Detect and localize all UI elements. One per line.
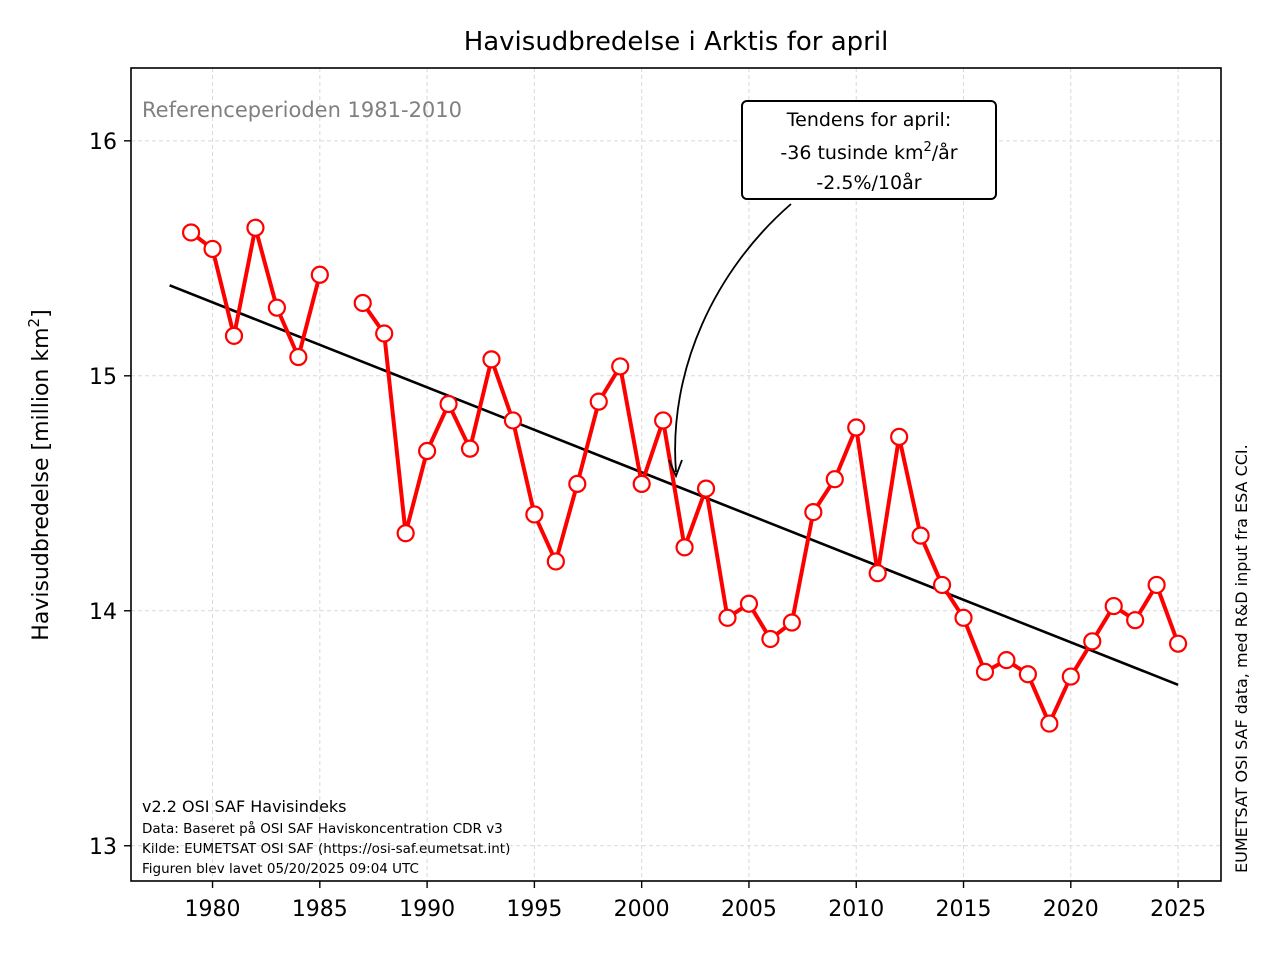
data-point: [353, 293, 372, 313]
data-point: [482, 350, 501, 369]
y-axis-label-sup: 2: [25, 318, 43, 328]
data-point: [418, 441, 437, 461]
data-point: [954, 608, 973, 627]
y-tick-label: 15: [89, 365, 117, 390]
y-tick-label: 14: [89, 600, 117, 625]
x-tick-label: 1995: [506, 897, 562, 922]
data-point: [911, 526, 930, 545]
data-point: [289, 347, 308, 367]
y-axis: 13 14 15 16: [89, 130, 131, 860]
data-point: [396, 524, 415, 543]
data-point: [718, 608, 737, 627]
reference-period-label: Referenceperioden 1981-2010: [142, 98, 462, 122]
data-point: [375, 324, 394, 343]
y-tick-label: 13: [89, 835, 117, 860]
data-point: [1083, 632, 1102, 651]
data-point: [611, 357, 630, 376]
x-tick-label: 2005: [721, 897, 777, 922]
plot-frame: [130, 67, 1222, 882]
trend-arrow-head: [668, 459, 683, 479]
x-tick-label: 2025: [1150, 897, 1206, 922]
x-tick-label: 1990: [399, 897, 455, 922]
data-point: [267, 298, 287, 317]
data-point: [696, 479, 716, 498]
x-tick-label: 2015: [936, 897, 992, 922]
data-point: [932, 575, 952, 595]
y-axis-label: Havisudbredelse [million km2]: [25, 309, 54, 640]
x-tick-label: 2010: [828, 897, 884, 922]
x-tick-label: 2000: [614, 897, 670, 922]
trend-box: [741, 100, 997, 200]
data-point: [439, 394, 458, 414]
data-point: [1147, 575, 1166, 595]
footer-version: v2.2 OSI SAF Havisindeks: [142, 797, 347, 816]
data-point: [246, 218, 265, 237]
data-point: [782, 613, 801, 632]
y-axis-label-close: ]: [29, 309, 54, 318]
y-tick-label: 16: [89, 130, 117, 155]
data-point: [203, 239, 222, 259]
data-point: [310, 265, 329, 284]
trend-box-line2-sup: 2: [923, 140, 931, 155]
data-point: [847, 418, 866, 437]
data-point: [181, 223, 201, 242]
trend-arrow: [674, 203, 792, 473]
trend-box-line1: Tendens for april:: [786, 109, 951, 131]
data-point: [825, 470, 844, 489]
footer-data-source: Data: Baseret på OSI SAF Haviskoncentrat…: [142, 820, 503, 837]
trend-box-line2: -36 tusinde km2/år: [780, 140, 957, 164]
chart-title: Havisudbredelse i Arktis for april: [464, 27, 889, 57]
data-point: [675, 538, 694, 557]
trend-box-line2-unit: /år: [932, 141, 958, 164]
x-tick-label: 2020: [1043, 897, 1099, 922]
data-point: [739, 594, 759, 613]
data-point: [460, 439, 480, 458]
footer-credit: Kilde: EUMETSAT OSI SAF (https://osi-saf…: [142, 841, 510, 857]
data-point: [224, 326, 244, 345]
data-point: [804, 502, 823, 522]
data-point: [1061, 667, 1080, 686]
data-point: [1040, 714, 1059, 733]
trend-box-line2-value: -36 tusinde km: [780, 142, 923, 164]
data-point: [632, 474, 651, 493]
data-point: [890, 427, 909, 447]
data-point: [503, 411, 523, 430]
data-point: [654, 411, 673, 430]
footer-timestamp: Figuren blev lavet 05/20/2025 09:04 UTC: [142, 861, 419, 877]
trend-box-line3: -2.5%/10år: [816, 171, 921, 194]
data-point: [975, 662, 995, 681]
data-point: [868, 564, 887, 583]
data-point: [1104, 596, 1123, 616]
x-tick-label: 1985: [292, 897, 348, 922]
x-axis: 1980 1985 1990 1995 2000 2005 2010 2015 2020 2025: [185, 881, 1206, 922]
data-point: [1168, 634, 1188, 653]
data-point: [568, 474, 587, 493]
series-layer: [181, 218, 1188, 733]
data-point: [525, 505, 544, 524]
data-point: [761, 629, 780, 649]
data-point: [1018, 665, 1037, 684]
data-point: [997, 651, 1016, 670]
data-point: [1126, 611, 1145, 630]
side-note: EUMETSAT OSI SAF data, med R&D input fra…: [1232, 444, 1251, 873]
x-tick-label: 1980: [185, 897, 241, 922]
data-point: [546, 552, 565, 571]
data-point: [589, 392, 608, 411]
y-axis-label-main: Havisudbredelse [million km: [29, 327, 54, 640]
